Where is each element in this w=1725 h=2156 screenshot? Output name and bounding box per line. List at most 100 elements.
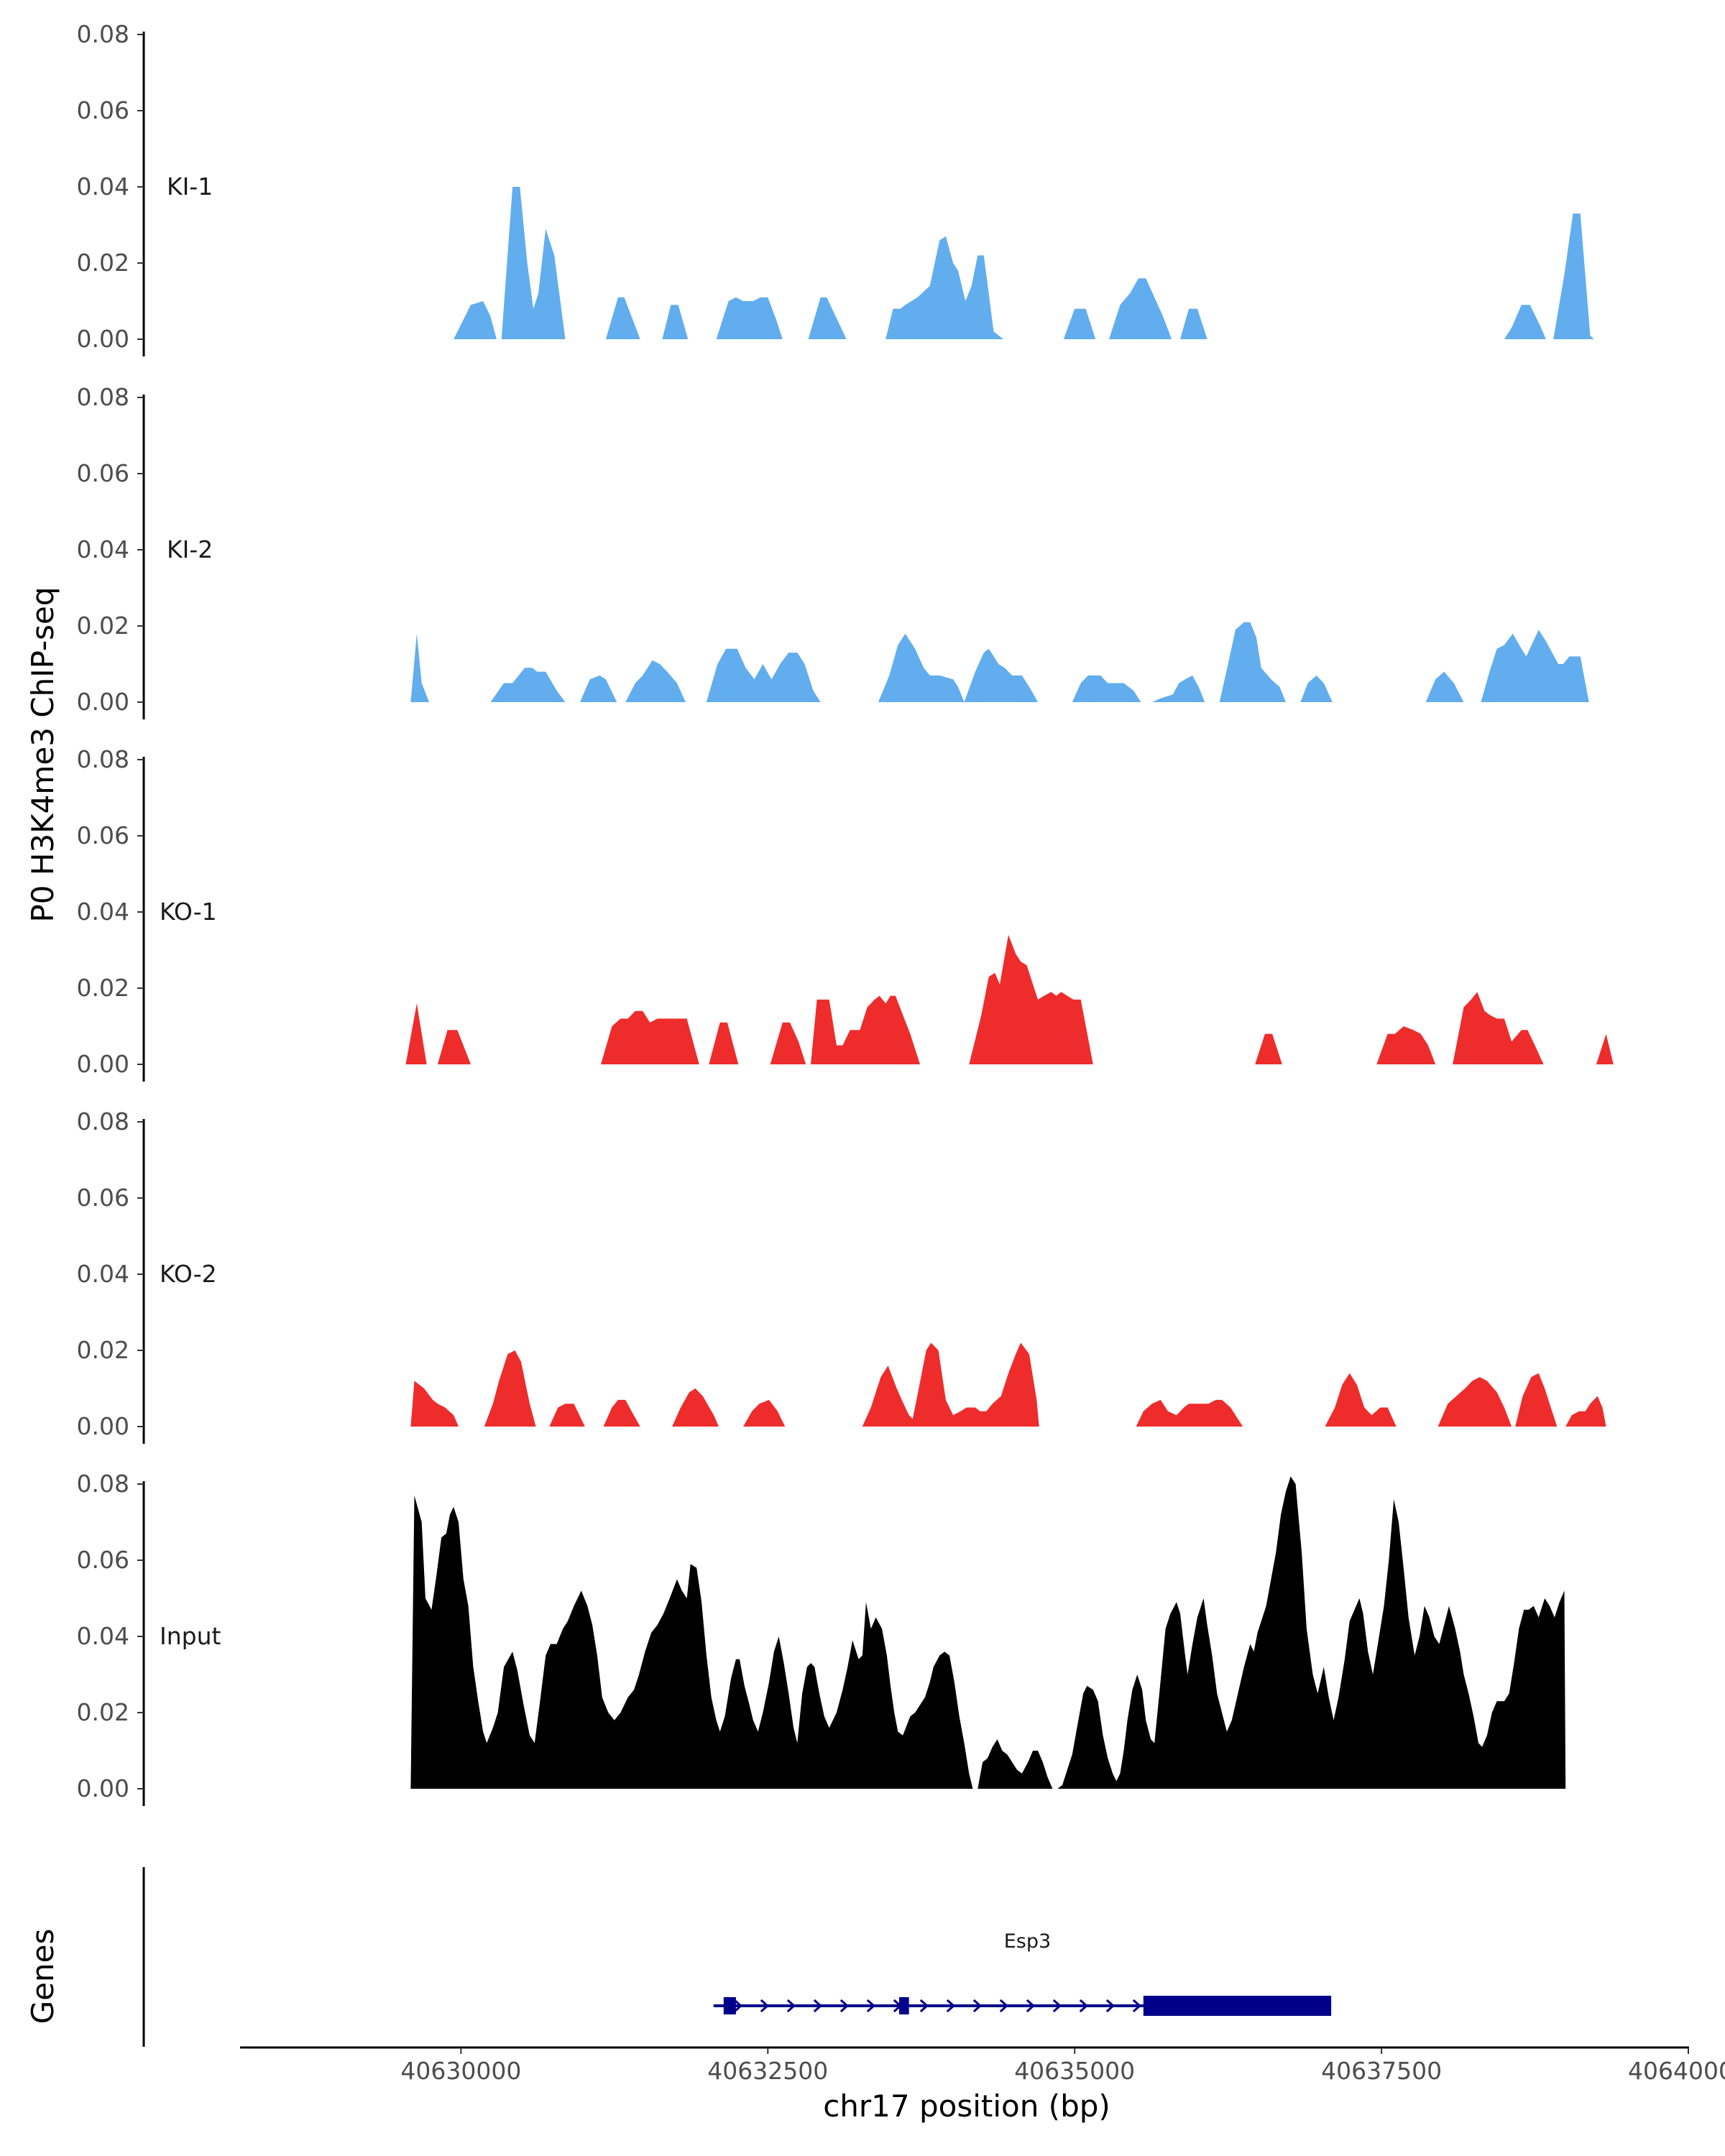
track-label-ko-2: KO-2 xyxy=(160,1260,217,1288)
y-tick-label: 0.00 xyxy=(77,325,129,353)
signal-area-ki-1 xyxy=(886,236,1004,339)
signal-area-ki-2 xyxy=(1072,675,1141,702)
signal-area-ki-1 xyxy=(662,305,689,339)
signal-area-ko-1 xyxy=(1376,1026,1436,1064)
strand-arrow-icon xyxy=(919,1999,929,2013)
signal-area-input xyxy=(410,1495,973,1789)
strand-arrow-icon xyxy=(813,1999,823,2013)
x-axis: 40630000 40632500 40635000 40637500 40640000 xyxy=(240,2046,1725,2085)
signal-area-ko-1 xyxy=(1453,992,1544,1064)
track-label-ki-2: KI-2 xyxy=(167,535,213,563)
strand-arrow-icon xyxy=(733,1999,743,2013)
signal-area-input xyxy=(978,1739,1053,1789)
signal-area-ko-1 xyxy=(811,995,920,1064)
signal-area-ki-2 xyxy=(1481,630,1589,702)
track-ko-2: 0.00 0.02 0.04 0.06 0.08 KO-2 xyxy=(77,1107,1606,1444)
y-tick-label: 0.06 xyxy=(77,1184,129,1212)
track-label-ki-1: KI-1 xyxy=(167,172,213,201)
strand-arrow-icon xyxy=(999,1999,1009,2013)
signal-area-ki-2 xyxy=(625,660,686,702)
strand-arrow-icon xyxy=(786,1999,796,2013)
signal-area-ko-2 xyxy=(1136,1399,1243,1427)
gene-exon xyxy=(1143,1996,1332,2016)
signal-area-ki-2 xyxy=(964,648,1038,702)
signal-area-ki-1 xyxy=(454,301,497,339)
y-tick-label: 0.02 xyxy=(77,249,129,277)
signal-area-ki-2 xyxy=(1425,671,1464,702)
y-tick-label: 0.02 xyxy=(77,1336,129,1364)
y-tick-label: 0.06 xyxy=(77,1546,129,1574)
x-axis-title: chr17 position (bp) xyxy=(823,2088,1110,2124)
y-tick-label: 0.04 xyxy=(77,535,129,563)
strand-arrow-icon xyxy=(1079,1999,1089,2013)
y-tick-label: 0.08 xyxy=(77,1107,129,1135)
track-label-ko-1: KO-1 xyxy=(160,898,217,926)
signal-area-ko-2 xyxy=(549,1404,585,1427)
x-tick-label: 40632500 xyxy=(707,2057,828,2085)
signal-area-ki-1 xyxy=(1063,308,1096,339)
signal-area-input xyxy=(1057,1476,1566,1789)
signal-area-ki-1 xyxy=(716,297,783,339)
y-tick-label: 0.00 xyxy=(77,1412,129,1440)
signal-area-ki-2 xyxy=(1300,675,1333,702)
signal-area-ko-1 xyxy=(601,1010,699,1064)
y-tick-label: 0.08 xyxy=(77,20,129,48)
signal-area-ki-2 xyxy=(706,648,821,702)
strand-arrow-icon xyxy=(840,1999,850,2013)
signal-area-ko-2 xyxy=(1325,1373,1397,1427)
signal-area-ko-2 xyxy=(1565,1396,1606,1427)
signal-area-ko-2 xyxy=(1515,1373,1558,1427)
track-panels: 0.00 0.02 0.04 0.06 0.08 KI-1 0.00 0.02 0.04 0.06… xyxy=(77,20,1614,1806)
y-tick-label: 0.06 xyxy=(77,821,129,849)
signal-area-ki-1 xyxy=(1109,278,1172,339)
y-tick-label: 0.02 xyxy=(77,612,129,640)
signal-area-ki-1 xyxy=(605,297,640,339)
y-tick-label: 0.06 xyxy=(77,459,129,487)
gene-label-esp3: Esp3 xyxy=(1004,1930,1051,1953)
strand-arrow-icon xyxy=(1052,1999,1062,2013)
x-tick-label: 40637500 xyxy=(1321,2057,1442,2085)
signal-area-ki-1 xyxy=(1180,308,1208,339)
signal-area-ko-2 xyxy=(672,1388,719,1427)
x-tick-label: 40640000 xyxy=(1628,2057,1725,2085)
genes-axis-title: Genes xyxy=(25,1929,60,2024)
y-tick-label: 0.00 xyxy=(77,688,129,716)
y-tick-label: 0.08 xyxy=(77,745,129,773)
strand-arrow-icon xyxy=(1105,1999,1116,2013)
x-tick-label: 40635000 xyxy=(1014,2057,1135,2085)
gene-exon xyxy=(898,1997,909,2014)
signal-area-ki-2 xyxy=(410,633,429,702)
signal-area-ko-2 xyxy=(1438,1377,1512,1427)
signal-area-ko-2 xyxy=(743,1399,786,1427)
strand-arrow-icon xyxy=(760,1999,770,2013)
x-tick-label: 40630000 xyxy=(400,2057,521,2085)
y-tick-label: 0.00 xyxy=(77,1774,129,1802)
strand-arrow-icon xyxy=(866,1999,876,2013)
signal-area-ki-2 xyxy=(1219,622,1286,702)
signal-area-ki-1 xyxy=(1504,305,1546,339)
strand-arrow-icon xyxy=(946,1999,956,2013)
signal-area-ki-1 xyxy=(1553,213,1594,339)
track-ki-2: 0.00 0.02 0.04 0.06 0.08 KI-2 xyxy=(77,383,1589,719)
signal-area-ko-1 xyxy=(1255,1033,1282,1064)
signal-area-ko-2 xyxy=(603,1399,640,1427)
signal-area-ko-2 xyxy=(410,1381,459,1427)
y-tick-label: 0.04 xyxy=(77,898,129,926)
signal-area-ki-1 xyxy=(501,187,566,339)
signal-area-ki-1 xyxy=(808,297,847,339)
strand-arrow-icon xyxy=(972,1999,983,2013)
y-tick-label: 0.00 xyxy=(77,1050,129,1078)
signal-area-ko-1 xyxy=(437,1030,471,1064)
y-tick-label: 0.04 xyxy=(77,172,129,201)
signal-area-ki-2 xyxy=(878,633,965,702)
signal-area-ki-2 xyxy=(1151,675,1205,702)
signal-area-ko-1 xyxy=(770,1022,806,1064)
signal-area-ko-1 xyxy=(709,1022,739,1064)
track-label-input: Input xyxy=(160,1622,221,1650)
track-ki-1: 0.00 0.02 0.04 0.06 0.08 KI-1 xyxy=(77,20,1594,356)
signal-area-ko-2 xyxy=(862,1342,1039,1427)
signal-area-ko-2 xyxy=(484,1350,536,1427)
gene-exon xyxy=(723,1997,736,2014)
gene-panel: Esp3 xyxy=(142,1867,1332,2047)
